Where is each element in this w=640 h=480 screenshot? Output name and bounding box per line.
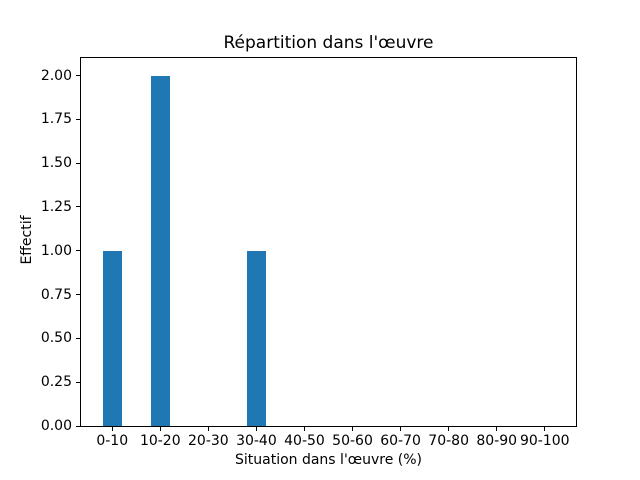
bar-30-40	[246, 250, 267, 426]
x-tick-label: 90-100	[519, 433, 570, 449]
x-tick-label: 0-10	[96, 433, 129, 449]
y-tick-mark	[76, 162, 80, 164]
chart-title: Répartition dans l'œuvre	[223, 33, 434, 53]
x-tick-mark	[255, 427, 257, 431]
x-tick-label: 40-50	[284, 433, 325, 449]
x-tick-mark	[207, 427, 209, 431]
x-tick-mark	[544, 427, 546, 431]
x-tick-mark	[496, 427, 498, 431]
y-tick-mark	[76, 425, 80, 427]
x-tick-mark	[303, 427, 305, 431]
y-tick-label: 1.25	[40, 198, 72, 215]
bar-10-20	[150, 75, 170, 426]
y-tick-label: 2.00	[40, 67, 72, 84]
x-tick-mark	[159, 427, 161, 431]
x-tick-mark	[111, 427, 113, 431]
y-tick-mark	[76, 75, 80, 77]
x-tick-label: 30-40	[236, 433, 277, 449]
y-tick-label: 0.25	[40, 374, 72, 391]
y-tick-label: 0.00	[40, 418, 72, 434]
x-tick-label: 60-70	[380, 433, 421, 449]
y-tick-mark	[76, 206, 80, 208]
bar-0-10	[102, 250, 122, 426]
x-tick-mark	[352, 427, 354, 431]
x-tick-mark	[448, 427, 450, 431]
y-tick-mark	[76, 337, 80, 339]
y-tick-label: 1.75	[40, 111, 72, 128]
x-tick-label: 80-90	[476, 433, 518, 449]
y-tick-label: 1.50	[40, 155, 72, 172]
plot-area	[80, 57, 577, 427]
y-tick-label: 0.50	[40, 330, 72, 347]
y-tick-mark	[76, 250, 80, 252]
x-tick-label: 20-30	[188, 433, 229, 449]
x-axis-label: Situation dans l'œuvre (%)	[234, 452, 423, 468]
y-tick-label: 1.00	[40, 242, 72, 259]
x-tick-label: 70-80	[428, 433, 469, 449]
y-tick-label: 0.75	[40, 286, 72, 303]
x-tick-label: 50-60	[332, 433, 373, 449]
y-tick-mark	[76, 381, 80, 383]
y-tick-mark	[76, 294, 80, 296]
x-tick-label: 10-20	[139, 433, 181, 449]
x-tick-mark	[400, 427, 402, 431]
y-tick-mark	[76, 118, 80, 120]
